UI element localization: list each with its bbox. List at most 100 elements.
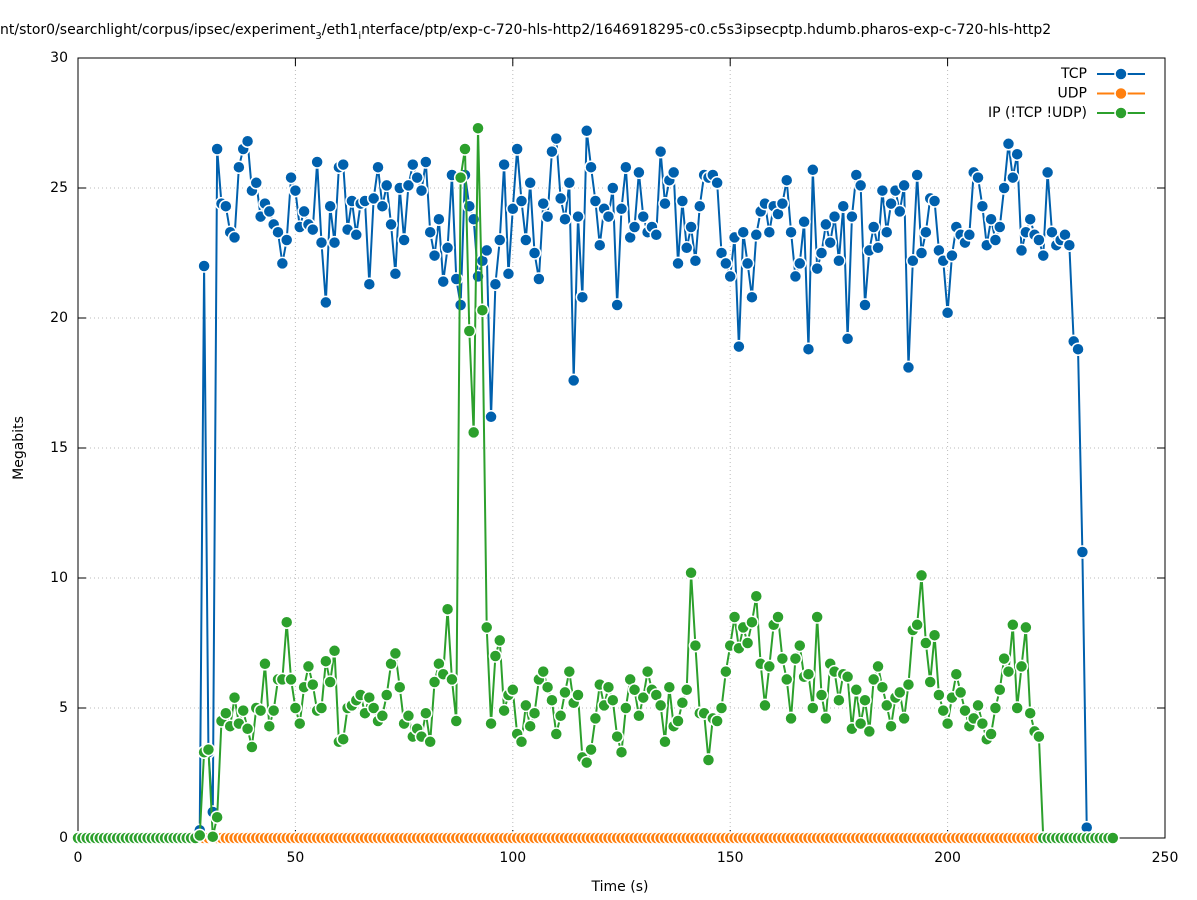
x-tick-label: 200 [934,850,961,866]
point [936,703,951,718]
point [206,829,220,844]
point [801,667,816,681]
point [323,199,337,213]
point [875,680,890,694]
point [584,160,598,174]
point [971,170,985,185]
point [419,155,433,169]
point [927,628,942,642]
point [719,256,733,271]
point [540,680,555,694]
point [666,165,681,180]
point [601,680,616,694]
point [871,241,885,255]
point [1040,165,1055,180]
x-tick-label: 250 [1152,850,1179,866]
point [688,254,703,268]
point [684,566,698,580]
point [762,225,777,239]
point [1001,664,1016,679]
point [466,212,481,226]
point [988,233,1003,247]
point [192,828,207,843]
point [736,225,750,239]
point [971,698,985,713]
point [262,719,277,733]
point [558,212,572,226]
point [336,732,350,746]
point [893,204,907,219]
point [745,290,759,304]
point [292,716,307,731]
point [288,701,303,715]
point [540,209,555,224]
point [771,610,785,624]
point [614,202,629,216]
point [553,191,568,206]
point [375,709,390,723]
point [479,620,494,635]
point [932,688,946,702]
point [871,659,885,674]
point [545,693,559,707]
point [858,298,872,312]
point [514,194,529,208]
point [862,724,877,739]
legend-label: TCP [1060,66,1087,82]
point [662,680,677,694]
point [749,228,764,242]
point [449,714,464,728]
point [323,675,337,689]
point [640,664,655,679]
point [240,134,255,148]
point [688,638,703,653]
y-tick-label: 20 [50,310,68,326]
point [949,667,964,681]
point [279,615,294,629]
point [527,706,542,720]
point [636,209,650,224]
point [271,225,285,239]
point [997,181,1011,195]
point [571,688,585,702]
y-axis-label: Megabits [11,416,27,480]
point [479,243,494,258]
point [236,703,250,718]
point [919,225,933,239]
point [740,256,755,271]
point [588,711,603,726]
point [627,220,642,234]
point [593,238,607,252]
point [858,693,872,707]
point [819,217,833,232]
legend-marker [1114,67,1128,81]
point [919,636,933,650]
point [506,683,520,697]
point [249,176,264,190]
point [523,719,537,733]
point [845,209,859,224]
point [775,651,790,666]
point [649,228,664,242]
point [779,173,794,187]
point [1010,701,1024,715]
point [679,241,694,255]
y-tick-label: 0 [59,830,68,846]
point [853,716,868,731]
point [853,178,868,193]
point [536,664,550,679]
point [471,121,485,135]
point [440,241,455,255]
point [1014,243,1029,258]
point [832,693,846,707]
point [788,651,803,666]
point [579,124,594,138]
point [793,638,807,653]
point [653,144,668,159]
point [484,716,498,731]
point [627,683,642,697]
point [893,685,907,700]
point [975,199,990,213]
point [914,568,929,583]
point [840,670,855,684]
